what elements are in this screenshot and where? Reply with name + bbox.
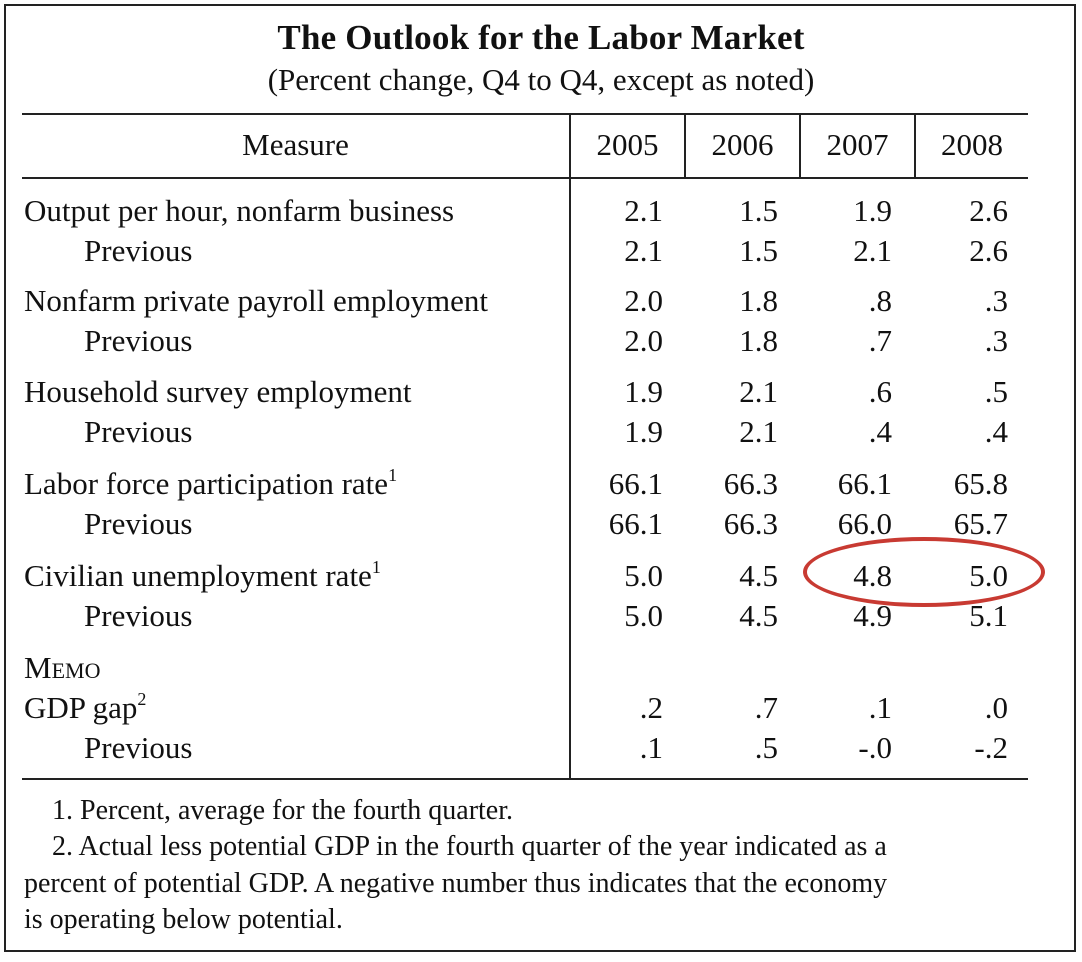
- table-cell: 2.1: [624, 233, 663, 268]
- table-cell: 2.6: [969, 193, 1008, 228]
- row-label-text: GDP gap: [24, 690, 138, 725]
- footnote-2-continued: percent of potential GDP. A negative num…: [24, 868, 888, 899]
- table-cell: 4.5: [739, 598, 778, 633]
- table-cell: 2.0: [624, 283, 663, 318]
- column-header-2005: 2005: [596, 127, 659, 162]
- row-label-text: Previous: [84, 730, 193, 765]
- row-label: Household survey employment: [24, 373, 411, 411]
- table-cell: .1: [639, 730, 663, 765]
- table-cell: 66.1: [608, 506, 663, 541]
- table-cell: 1.9: [853, 193, 892, 228]
- row-label-text: Previous: [84, 598, 193, 633]
- row-label: GDP gap2: [24, 689, 146, 731]
- table-cell: 2.1: [739, 374, 778, 409]
- table-subtitle: (Percent change, Q4 to Q4, except as not…: [267, 62, 815, 97]
- table-cell: -.2: [974, 730, 1008, 765]
- row-label: Nonfarm private payroll employment: [24, 282, 488, 320]
- table-cell: 2.6: [969, 233, 1008, 268]
- row-label-text: Labor force participation rate: [24, 466, 389, 501]
- row-label-text: Previous: [84, 233, 193, 268]
- row-label-text: Household survey employment: [24, 374, 412, 409]
- footnote-marker: 1: [371, 557, 381, 577]
- table-cell: .4: [984, 414, 1008, 449]
- table-cell: .3: [984, 323, 1008, 358]
- table-cell: .7: [754, 690, 778, 725]
- table-title: The Outlook for the Labor Market: [277, 18, 805, 57]
- row-label-text: Previous: [84, 414, 193, 449]
- table-cell: 1.8: [739, 283, 778, 318]
- column-header-2007: 2007: [826, 127, 889, 162]
- table-cell: .1: [868, 690, 892, 725]
- header-bottom-rule: [22, 177, 1028, 179]
- header-divider: [684, 113, 686, 178]
- row-label-previous: Previous: [84, 597, 193, 635]
- table-cell: .7: [868, 323, 892, 358]
- row-label-text: Civilian unemployment rate: [24, 558, 372, 593]
- table-bottom-rule: [22, 778, 1028, 780]
- row-label-previous: Previous: [84, 232, 193, 270]
- table-cell: 4.5: [739, 558, 778, 593]
- footnote-2-end: is operating below potential.: [24, 904, 343, 935]
- row-label: Output per hour, nonfarm business: [24, 192, 454, 230]
- memo-label: Memo: [24, 650, 101, 685]
- footnote-2: 2. Actual less potential GDP in the four…: [52, 831, 887, 862]
- footnote-1: 1. Percent, average for the fourth quart…: [52, 795, 514, 826]
- row-label-previous: Previous: [84, 413, 193, 451]
- column-header-measure: Measure: [242, 127, 349, 162]
- column-header-2006: 2006: [711, 127, 774, 162]
- row-label-previous: Previous: [84, 505, 193, 543]
- row-label-text: Previous: [84, 323, 193, 358]
- document-frame: [4, 4, 1076, 952]
- row-label: Civilian unemployment rate1: [24, 557, 381, 599]
- highlight-circle: [803, 537, 1045, 607]
- table-cell: 66.1: [837, 466, 892, 501]
- table-cell: .6: [868, 374, 892, 409]
- row-label-text: Nonfarm private payroll employment: [24, 283, 489, 318]
- table-cell: 5.0: [624, 558, 663, 593]
- table-cell: 2.1: [624, 193, 663, 228]
- table-cell: 5.0: [624, 598, 663, 633]
- table-cell: 1.5: [739, 233, 778, 268]
- table-cell: 66.3: [723, 506, 778, 541]
- table-cell: .2: [639, 690, 663, 725]
- table-cell: 65.7: [953, 506, 1008, 541]
- table-cell: .8: [868, 283, 892, 318]
- table-cell: 1.9: [624, 374, 663, 409]
- table-cell: 1.9: [624, 414, 663, 449]
- table-cell: .4: [868, 414, 892, 449]
- row-label: Labor force participation rate1: [24, 465, 397, 507]
- row-label-previous: Previous: [84, 322, 193, 360]
- table-cell: 1.8: [739, 323, 778, 358]
- column-header-2008: 2008: [941, 127, 1003, 162]
- table-cell: -.0: [858, 730, 892, 765]
- row-label-previous: Previous: [84, 729, 193, 767]
- table-cell: 2.1: [739, 414, 778, 449]
- header-divider: [799, 113, 801, 178]
- table-cell: .3: [984, 283, 1008, 318]
- table-cell: .0: [984, 690, 1008, 725]
- table-cell: 2.1: [853, 233, 892, 268]
- footnote-marker: 1: [388, 465, 398, 485]
- column-divider: [569, 113, 571, 779]
- table-cell: 66.3: [723, 466, 778, 501]
- table-cell: .5: [984, 374, 1008, 409]
- header-divider: [914, 113, 916, 178]
- table-cell: 2.0: [624, 323, 663, 358]
- row-label-text: Output per hour, nonfarm business: [24, 193, 455, 228]
- header-top-rule: [22, 113, 1028, 115]
- row-label-text: Previous: [84, 506, 193, 541]
- table-cell: 1.5: [739, 193, 778, 228]
- table-cell: 66.1: [608, 466, 663, 501]
- footnote-marker: 2: [137, 689, 147, 709]
- table-cell: 65.8: [953, 466, 1008, 501]
- table-cell: 5.1: [969, 598, 1008, 633]
- table-cell: .5: [754, 730, 778, 765]
- table-cell: 66.0: [837, 506, 892, 541]
